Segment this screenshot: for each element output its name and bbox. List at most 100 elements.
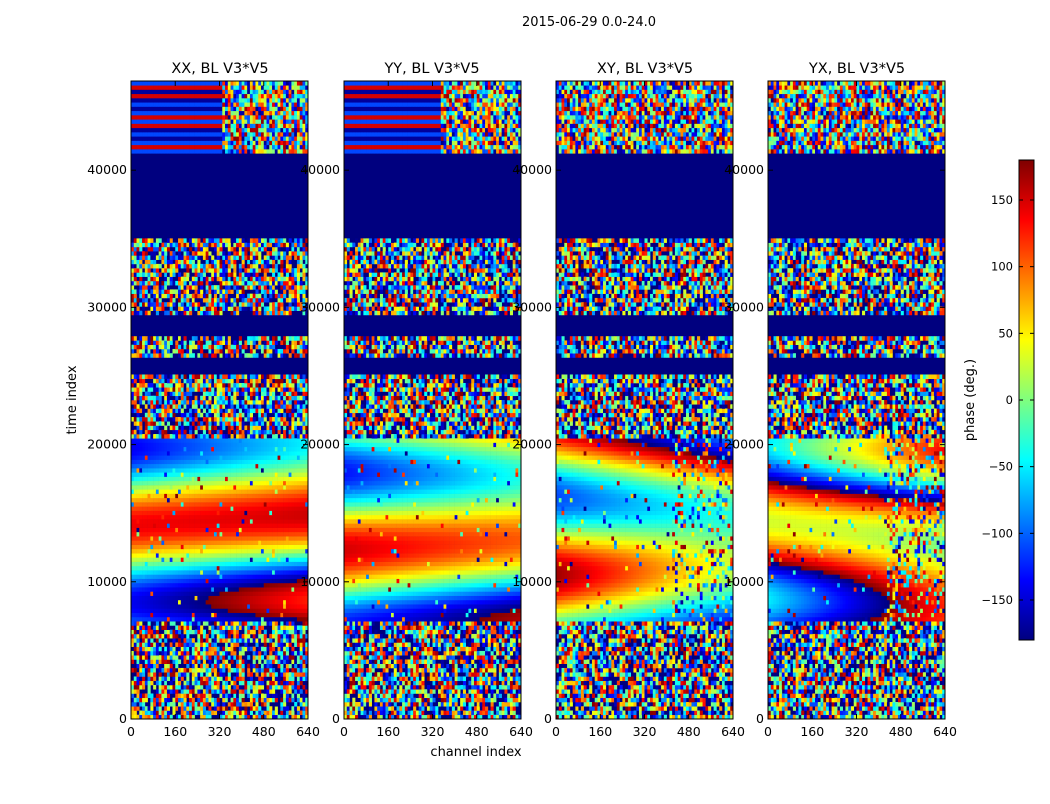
- heatmap-cell: [147, 633, 151, 639]
- heatmap-cell: [205, 421, 209, 426]
- heatmap-cell: [153, 348, 157, 354]
- heatmap-cell: [225, 548, 229, 554]
- heatmap-cell: [230, 553, 234, 558]
- heatmap-cell: [258, 697, 262, 703]
- heatmap-cell: [147, 472, 151, 477]
- heatmap-cell: [155, 455, 159, 460]
- heatmap-cell: [263, 663, 267, 669]
- panel-xx: XX, BL V3*V5: [171, 61, 268, 77]
- heatmap-cell: [269, 378, 273, 384]
- heatmap-cell: [305, 544, 309, 550]
- heatmap-cell: [144, 404, 148, 409]
- heatmap-cell: [205, 417, 209, 422]
- heatmap-cell: [241, 374, 245, 380]
- heatmap-cell: [205, 544, 209, 550]
- heatmap-cell: [219, 463, 223, 469]
- heatmap-cell: [227, 519, 231, 524]
- heatmap-cell: [305, 468, 309, 473]
- heatmap-cell: [186, 446, 190, 452]
- heatmap-cell: [186, 621, 190, 626]
- heatmap-cell: [277, 693, 281, 699]
- heatmap-cell: [227, 497, 231, 503]
- heatmap-cell: [183, 582, 187, 588]
- heatmap-cell: [305, 561, 309, 567]
- heatmap-cell: [283, 599, 287, 605]
- heatmap-cell: [139, 693, 143, 699]
- heatmap-cell: [186, 493, 190, 499]
- heatmap-cell: [247, 434, 251, 439]
- heatmap-cell: [153, 608, 157, 613]
- heatmap-cell: [164, 625, 168, 630]
- heatmap-cell: [274, 463, 278, 469]
- heatmap-cell: [244, 587, 248, 592]
- heatmap-cell: [216, 400, 220, 405]
- heatmap-cell: [131, 557, 135, 562]
- heatmap-cell: [136, 557, 140, 562]
- heatmap-cell: [255, 608, 259, 613]
- heatmap-cell: [213, 485, 218, 490]
- heatmap-cell: [252, 599, 256, 605]
- heatmap-cell: [272, 608, 276, 613]
- heatmap-cell: [191, 408, 195, 414]
- heatmap-cell: [186, 527, 190, 533]
- heatmap-cell: [249, 378, 253, 384]
- heatmap-cell: [236, 519, 240, 524]
- heatmap-cell: [131, 667, 135, 673]
- heatmap-cell: [183, 574, 187, 579]
- heatmap-cell: [302, 434, 306, 439]
- heatmap-cell: [202, 425, 206, 431]
- heatmap-cell: [172, 646, 176, 652]
- heatmap-cell: [260, 514, 265, 520]
- heatmap-cell: [222, 714, 226, 720]
- heatmap-cell: [277, 506, 281, 511]
- heatmap-cell: [202, 434, 206, 439]
- heatmap-cell: [161, 608, 165, 613]
- heatmap-cell: [186, 417, 190, 422]
- heatmap-cell: [263, 378, 267, 384]
- heatmap-cell: [155, 459, 159, 465]
- heatmap-cell: [241, 387, 245, 392]
- heatmap-cell: [208, 676, 212, 682]
- heatmap-cell: [227, 472, 231, 477]
- heatmap-cell: [272, 387, 276, 392]
- heatmap-cell: [299, 340, 303, 345]
- heatmap-cell: [299, 646, 303, 652]
- heatmap-cell: [244, 629, 248, 635]
- heatmap-cell: [236, 400, 240, 405]
- heatmap-cell: [274, 650, 278, 656]
- heatmap-cell: [249, 697, 253, 703]
- heatmap-cell: [200, 485, 204, 490]
- heatmap-cell: [219, 395, 223, 401]
- heatmap-cell: [294, 536, 298, 541]
- heatmap-cell: [169, 642, 173, 647]
- heatmap-cell: [296, 434, 301, 439]
- heatmap-cell: [169, 459, 173, 465]
- heatmap-cell: [277, 659, 281, 664]
- heatmap-cell: [194, 400, 198, 405]
- heatmap-cell: [236, 404, 240, 409]
- heatmap-cell: [169, 608, 173, 613]
- heatmap-cell: [147, 612, 151, 618]
- heatmap-cell: [272, 553, 276, 558]
- heatmap-cell: [202, 612, 206, 618]
- heatmap-cell: [211, 446, 215, 452]
- heatmap-cell: [238, 659, 242, 664]
- heatmap-cell: [133, 446, 137, 452]
- heatmap-cell: [150, 438, 154, 443]
- heatmap-cell: [260, 548, 265, 554]
- heatmap-cell: [169, 689, 173, 694]
- heatmap-cell: [252, 616, 256, 622]
- heatmap-cell: [230, 587, 234, 592]
- heatmap-cell: [183, 421, 187, 426]
- heatmap-cell: [161, 599, 165, 605]
- heatmap-cell: [272, 497, 276, 503]
- heatmap-cell: [302, 701, 306, 707]
- heatmap-cell: [255, 591, 259, 596]
- heatmap-cell: [236, 710, 240, 716]
- heatmap-cell: [183, 395, 187, 401]
- heatmap-cell: [294, 629, 298, 635]
- heatmap-cell: [166, 659, 171, 664]
- heatmap-cell: [205, 676, 209, 682]
- heatmap-cell: [299, 710, 303, 716]
- heatmap-cell: [241, 553, 245, 558]
